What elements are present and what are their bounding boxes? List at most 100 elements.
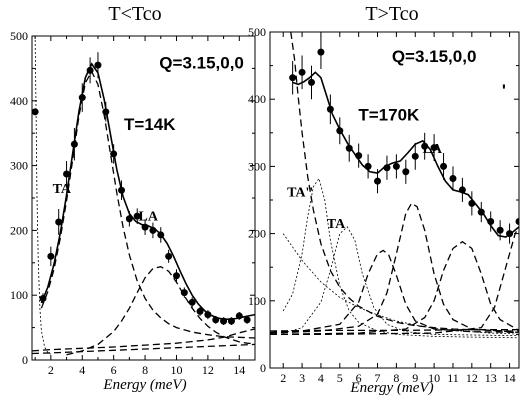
panel-2-ytick-label: 400 xyxy=(248,92,266,106)
panel-1-data-point xyxy=(39,294,47,302)
panel-2-xtick-label: 5 xyxy=(337,371,343,385)
panel-1-data-point xyxy=(78,94,86,102)
panel-2-annotation: TA'' xyxy=(287,186,313,201)
panel-1-data-point xyxy=(172,272,180,280)
panel-1-data-point xyxy=(32,108,39,116)
panel-2-data-point xyxy=(374,177,382,185)
panel-1-data-point xyxy=(235,312,243,320)
panel-2-data-point xyxy=(392,162,400,170)
panel-1-data-point xyxy=(118,186,126,194)
panel-1-xtick-label: 12 xyxy=(202,363,214,377)
panel-1-xlabel: Energy (meV) xyxy=(102,377,186,393)
panel-1-xtick-label: 8 xyxy=(142,363,148,377)
panel-2-data-point xyxy=(383,164,391,172)
panel-2-plot-area xyxy=(270,32,519,339)
panel-2-data-point xyxy=(515,218,519,226)
panel-1-data-point xyxy=(110,150,118,158)
panel-1-data-point xyxy=(196,307,204,315)
panel-2-data-point xyxy=(477,208,485,216)
panel-2-data-point xyxy=(449,174,457,182)
panel-1-data-point xyxy=(63,170,71,178)
panel-1-data-point xyxy=(125,215,133,223)
panel-2-xtick-label: 13 xyxy=(485,371,497,385)
panel-2-xtick-label: 9 xyxy=(412,371,418,385)
panel-1-ytick-label: 400 xyxy=(10,94,28,108)
panel-2-data-point xyxy=(430,144,438,152)
panel-2-data-point xyxy=(496,226,504,234)
panel-2-data-point xyxy=(308,78,315,86)
panel-2-dashed-line-4 xyxy=(270,202,519,334)
panel-2-ytick-label: 300 xyxy=(248,159,266,173)
panel-2-data-point xyxy=(345,144,353,152)
panel-1-xtick-label: 2 xyxy=(48,363,54,377)
panel-1-ytick-label: 0 xyxy=(22,353,28,367)
panel-1-data-point xyxy=(180,289,188,297)
panel-1-xtick-label: 10 xyxy=(170,363,182,377)
panel-1-data-point xyxy=(204,311,212,319)
panel-1-annotation: TA xyxy=(53,182,72,197)
panel-2-ytick-label: 200 xyxy=(248,227,266,241)
panel-2-dashed-line-5 xyxy=(270,240,519,336)
panel-1-ytick-label: 200 xyxy=(10,223,28,237)
panel-1-ytick-label: 500 xyxy=(10,29,28,43)
panel-1-data-point xyxy=(227,317,235,325)
panel-1-annotation: LA xyxy=(138,210,158,225)
panel-2-annotation: TA xyxy=(327,217,346,232)
panel-1-data-point xyxy=(94,61,102,69)
panel-1-data-point xyxy=(243,316,251,324)
panel-1-data-point xyxy=(149,226,157,234)
panel-1-data-point xyxy=(70,140,78,148)
panel-right: 0 100 200 300 400 500 2 3 4 5 6 7 8 9 10 11 12 13 14 Q=3.15… xyxy=(248,25,520,385)
panel-2-xtick-label: 10 xyxy=(428,371,440,385)
panel-2-annotation: Q=3.15,0,0 xyxy=(392,47,477,66)
panel-1-title: T<Tco xyxy=(108,3,161,25)
panel-2-dashed-line-2 xyxy=(290,32,519,332)
panel-1-data-point xyxy=(141,223,149,231)
panel-1-data-point xyxy=(188,298,196,306)
panel-1-data-point xyxy=(157,231,165,239)
panel-2-xtick-label: 6 xyxy=(356,371,362,385)
panel-2-ytick-label: 100 xyxy=(248,294,266,308)
panel-1-dashed-line-4 xyxy=(32,343,255,355)
panel-2-dashed-line-6 xyxy=(270,226,519,336)
panel-1-ytick-label: 300 xyxy=(10,159,28,173)
panel-1-ytick-label: 100 xyxy=(10,288,28,302)
panel-2-data-point xyxy=(402,168,410,176)
panel-2-data-point xyxy=(468,199,476,207)
panel-left: 0 100 200 300 400 500 2 4 6 8 10 12 14 Q=3.15,0,0 T=14… xyxy=(10,29,256,377)
panel-1-annotation: T=14K xyxy=(124,115,176,134)
panel-1-plot-area xyxy=(32,36,255,356)
panel-2-data-point xyxy=(421,142,429,150)
panel-2-dashed-line-3 xyxy=(270,249,519,334)
panel-1-dashed-line-2 xyxy=(40,70,255,339)
panel-1-xtick-label: 4 xyxy=(79,363,85,377)
panel-2-xtick-label: 7 xyxy=(375,371,381,385)
panel-2-data-point xyxy=(298,68,306,76)
panel-1-data-point xyxy=(133,212,141,220)
panel-1-dashed-line-3 xyxy=(66,266,255,356)
panel-2-xtick-label: 8 xyxy=(393,371,399,385)
panel-2-data-point xyxy=(458,186,466,194)
panel-1-dashed-line-5 xyxy=(32,328,255,352)
panel-2-dotted-line-10 xyxy=(282,233,519,335)
panel-2-data-point xyxy=(289,74,297,82)
panel-1-data-point xyxy=(102,108,110,116)
panel-1-dotted-line-6 xyxy=(34,36,52,355)
panel-2-xtick-label: 3 xyxy=(299,371,305,385)
panel-2-dashed-line-7 xyxy=(270,329,519,332)
panel-2-data-point xyxy=(317,48,325,56)
panel-1-data-point xyxy=(47,252,55,260)
panel-2-ytick-label: 500 xyxy=(248,25,266,39)
panel-1-xtick-label: 14 xyxy=(233,363,245,377)
panel-1-annotation: Q=3.15,0,0 xyxy=(159,53,244,72)
panel-2-xtick-label: 14 xyxy=(504,371,516,385)
panel-1-data-point xyxy=(220,317,228,325)
panel-2-xtick-label: 4 xyxy=(318,371,324,385)
panel-2-annotation: LA xyxy=(423,142,443,157)
panel-1-xtick-label: 6 xyxy=(111,363,117,377)
panel-1-data-point xyxy=(165,252,173,260)
panel-1-data-point xyxy=(212,316,220,324)
panel-1-solid-line-1 xyxy=(40,62,255,320)
panel-2-data-point xyxy=(326,105,334,113)
